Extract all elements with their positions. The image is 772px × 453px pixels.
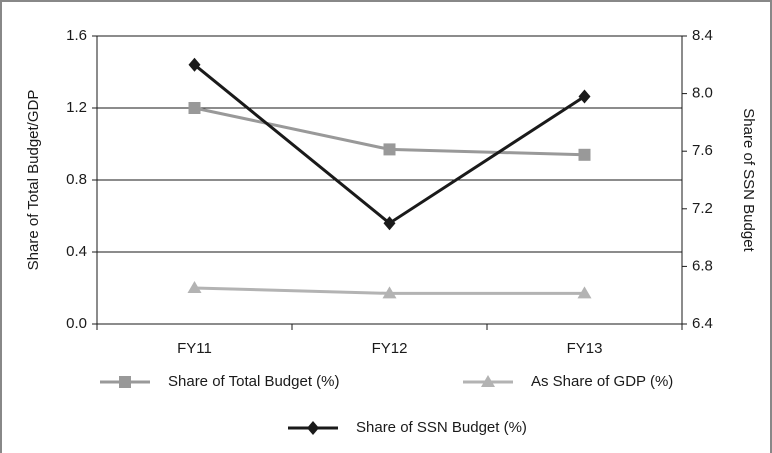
y2-tick-label: 7.2	[692, 200, 713, 217]
y2-tick-label: 8.0	[692, 85, 713, 102]
marker	[383, 216, 396, 231]
legend-marker	[119, 376, 131, 388]
legend-marker	[307, 421, 319, 435]
y-tick-label: 0.8	[66, 171, 87, 188]
marker	[578, 148, 591, 161]
legend-marker	[481, 375, 495, 387]
marker	[578, 89, 591, 104]
legend-label: Share of Total Budget (%)	[168, 373, 340, 390]
marker	[383, 143, 396, 156]
y-tick-label: 1.2	[66, 99, 87, 116]
x-tick-label: FY12	[372, 340, 408, 357]
y-tick-label: 0.4	[66, 243, 87, 260]
marker	[188, 102, 201, 114]
legend-label: As Share of GDP (%)	[531, 373, 673, 390]
y2-tick-label: 8.4	[692, 27, 713, 44]
legend-label: Share of SSN Budget (%)	[356, 419, 527, 436]
y-tick-label: 0.0	[66, 315, 87, 332]
marker	[577, 286, 592, 299]
y2-tick-label: 6.4	[692, 315, 713, 332]
y2-tick-label: 6.8	[692, 257, 713, 274]
y2-axis-title: Share of SSN Budget	[740, 108, 757, 252]
x-tick-label: FY13	[567, 340, 603, 357]
y-axis-title: Share of Total Budget/GDP	[25, 90, 42, 271]
x-tick-label: FY11	[177, 340, 212, 357]
y-tick-label: 1.6	[66, 27, 87, 44]
y2-tick-label: 7.6	[692, 142, 713, 159]
marker	[187, 281, 202, 293]
marker	[382, 286, 397, 299]
marker	[188, 57, 201, 72]
